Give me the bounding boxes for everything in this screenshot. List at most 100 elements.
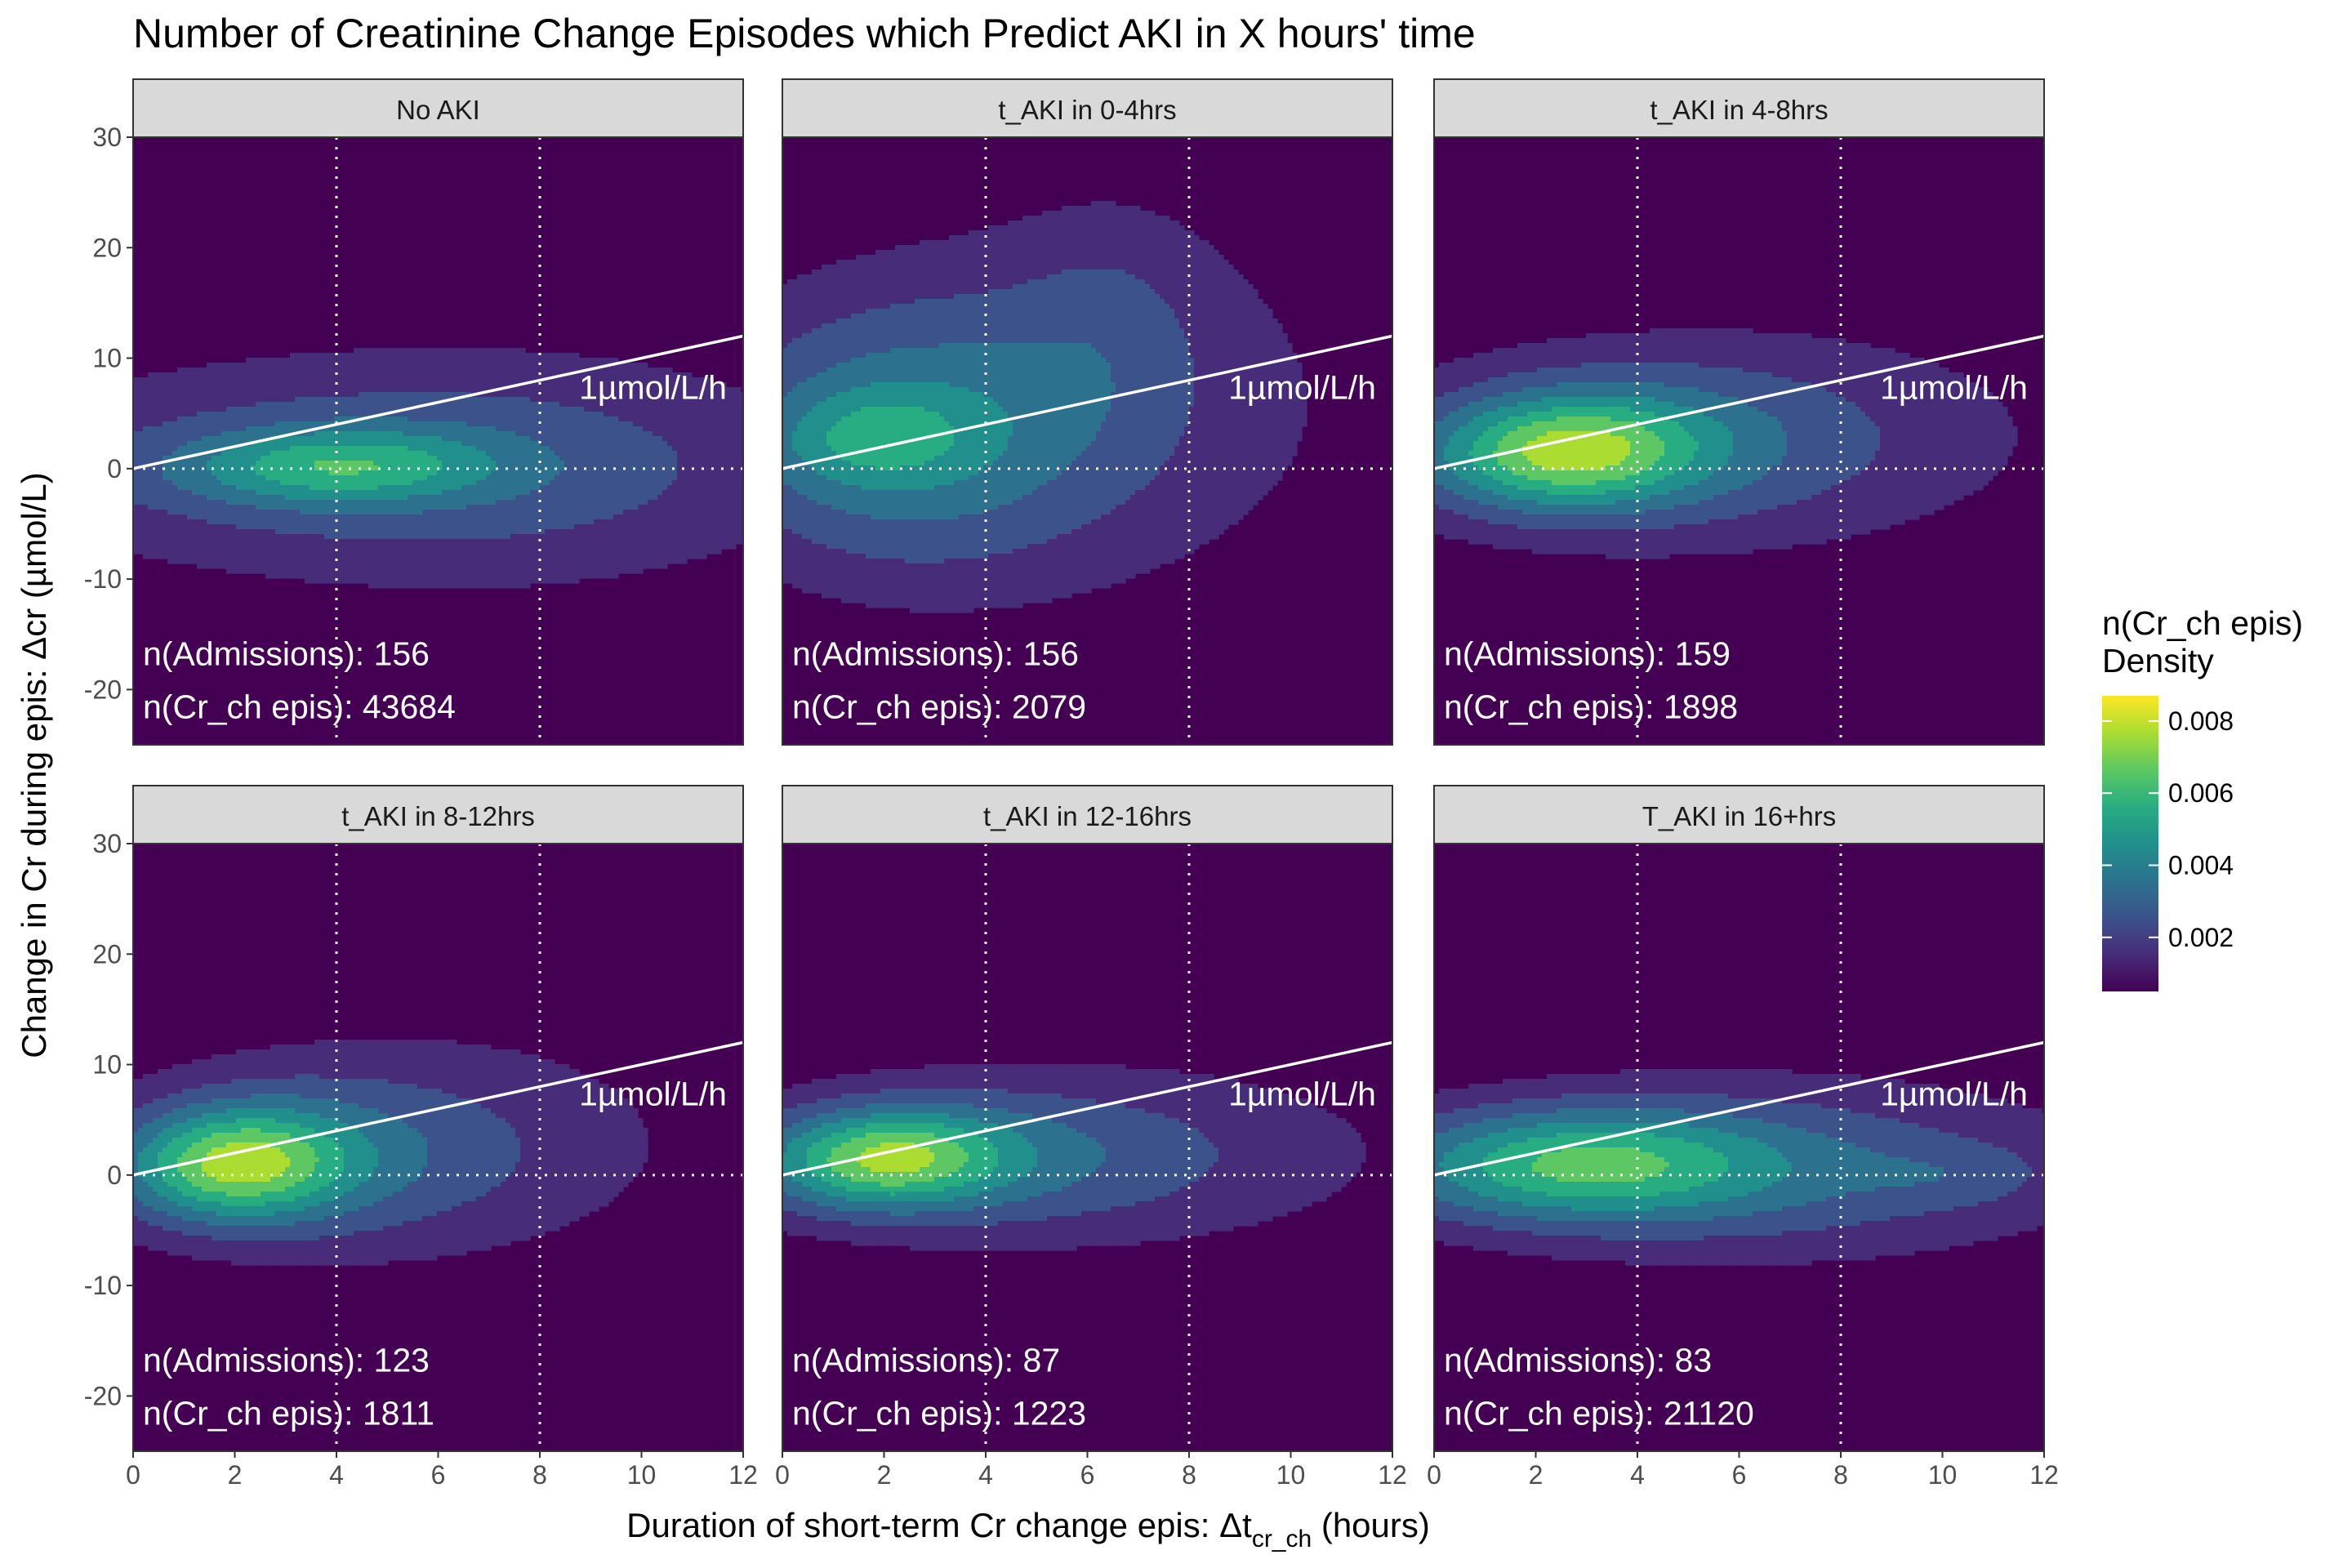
density-cell [290, 568, 296, 574]
density-cell [427, 500, 433, 506]
density-cell [324, 529, 330, 535]
density-cell [246, 431, 252, 437]
density-cell [653, 549, 658, 555]
density-cell [158, 426, 163, 432]
density-cell [334, 466, 340, 471]
density-cell [559, 446, 565, 452]
density-cell [564, 475, 570, 481]
density-cell [172, 392, 178, 398]
density-cell [520, 559, 526, 564]
density-cell [569, 495, 575, 501]
density-cell [515, 368, 521, 373]
density-cell [594, 397, 599, 403]
density-cell [633, 441, 639, 447]
density-cell [398, 573, 403, 579]
density-cell [584, 534, 590, 540]
density-cell [442, 387, 448, 393]
density-cell [550, 358, 555, 363]
density-cell [133, 544, 139, 550]
density-cell [275, 461, 281, 466]
density-cell [158, 402, 163, 408]
density-cell [623, 372, 629, 378]
density-cell [496, 372, 501, 378]
density-cell [354, 392, 359, 398]
density-cell [373, 368, 379, 373]
density-cell [319, 456, 325, 461]
density-cell [653, 480, 658, 486]
density-cell [197, 377, 203, 383]
density-cell [241, 470, 247, 476]
density-cell [447, 559, 452, 564]
density-cell [133, 456, 139, 461]
density-cell [574, 544, 580, 550]
density-cell [270, 441, 276, 447]
density-cell [388, 466, 394, 471]
density-cell [657, 426, 663, 432]
density-cell [285, 529, 291, 535]
density-cell [501, 500, 506, 506]
density-cell [672, 392, 678, 398]
density-cell [594, 387, 599, 393]
density-cell [270, 382, 276, 388]
density-cell [314, 392, 320, 398]
density-cell [594, 549, 599, 555]
density-cell [491, 475, 497, 481]
density-cell [501, 451, 506, 457]
density-cell [261, 539, 266, 545]
density-cell [324, 524, 330, 530]
density-cell [368, 500, 374, 506]
density-cell [540, 372, 546, 378]
density-cell [476, 573, 482, 579]
density-cell [226, 554, 232, 559]
density-cell [216, 372, 222, 378]
density-cell [604, 568, 609, 574]
density-cell [555, 436, 560, 442]
density-cell [246, 490, 252, 496]
density-cell [221, 514, 227, 520]
density-cell [417, 407, 423, 412]
density-cell [466, 377, 472, 383]
density-cell [143, 456, 149, 461]
density-cell [197, 421, 203, 427]
density-cell [207, 363, 212, 368]
density-cell [231, 480, 237, 486]
density-cell [398, 426, 403, 432]
density-cell [202, 431, 207, 437]
density-cell [334, 554, 340, 559]
density-cell [329, 377, 335, 383]
density-cell [515, 505, 521, 510]
density-cell [501, 480, 506, 486]
density-cell [535, 368, 541, 373]
density-cell [604, 466, 609, 471]
density-cell [486, 466, 492, 471]
density-cell [270, 461, 276, 466]
density-cell [471, 436, 477, 442]
density-cell [305, 559, 310, 564]
density-cell [486, 382, 492, 388]
density-cell [540, 451, 546, 457]
density-cell [667, 461, 673, 466]
density-cell [628, 534, 634, 540]
density-cell [589, 514, 595, 520]
density-cell [280, 397, 286, 403]
density-cell [363, 559, 369, 564]
density-cell [226, 490, 232, 496]
density-cell [368, 416, 374, 422]
density-cell [359, 578, 364, 584]
density-cell [584, 363, 590, 368]
density-cell [202, 446, 207, 452]
density-cell [510, 421, 516, 427]
density-cell [535, 549, 541, 555]
density-cell [628, 416, 634, 422]
density-cell [574, 402, 580, 408]
density-cell [354, 500, 359, 506]
density-cell [363, 446, 369, 452]
density-cell [422, 549, 428, 555]
density-cell [138, 544, 144, 550]
density-cell [388, 495, 394, 501]
density-cell [599, 451, 604, 457]
density-cell [265, 470, 271, 476]
density-cell [182, 475, 188, 481]
density-cell [192, 436, 198, 442]
density-cell [427, 559, 433, 564]
